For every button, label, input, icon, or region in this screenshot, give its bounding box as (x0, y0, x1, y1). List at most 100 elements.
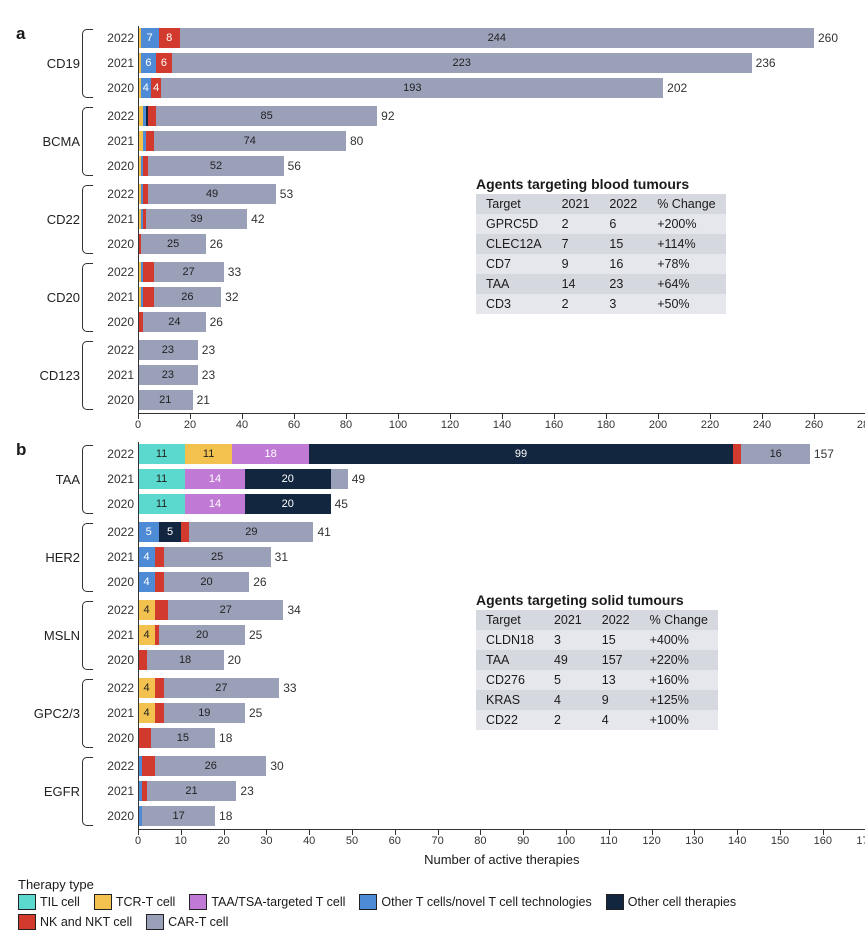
table-header-cell: 2022 (592, 610, 640, 630)
segment-CAR: 23 (138, 365, 198, 385)
segment-NK (155, 600, 168, 620)
group-label: CD123 (26, 368, 80, 383)
segment-OtherC: 5 (159, 522, 180, 542)
segment-CAR: 19 (164, 703, 245, 723)
table-cell: 4 (544, 690, 592, 710)
segment-NK (143, 262, 153, 282)
group-brace (82, 679, 93, 748)
year-label: 2020 (96, 809, 138, 823)
table-cell: 5 (544, 670, 592, 690)
group-label: MSLN (26, 628, 80, 643)
stacked-bar: 49 (138, 184, 276, 204)
table-row: CD7916+78% (476, 254, 726, 274)
x-axis-title: Number of active therapies (138, 852, 865, 867)
x-tick-label: 150 (771, 835, 789, 847)
group-label: CD22 (26, 212, 80, 227)
segment-OtherT: 4 (138, 547, 155, 567)
table-cell: CLDN18 (476, 630, 544, 650)
segment-CAR: 49 (148, 184, 275, 204)
legend-item: Other cell therapies (606, 894, 736, 910)
bar-total: 21 (193, 393, 210, 407)
segment-NK: 8 (159, 28, 180, 48)
group-label: TAA (26, 472, 80, 487)
bar-total: 23 (198, 343, 215, 357)
stacked-bar: 420 (138, 572, 249, 592)
stacked-bar: 24 (138, 312, 206, 332)
year-label: 2021 (96, 784, 138, 798)
segment-CAR: 85 (156, 106, 377, 126)
table-cell: 49 (544, 650, 592, 670)
year-label: 2020 (96, 653, 138, 667)
panel-b: bTAA202211111899161572021111420492020111… (18, 442, 847, 867)
bar-row: 20212632 (96, 285, 847, 309)
stacked-bar: 27 (138, 262, 224, 282)
table-cell: CD7 (476, 254, 552, 274)
chart-b: TAA2022111118991615720211114204920201114… (96, 442, 847, 867)
x-tick-label: 20 (217, 835, 229, 847)
table-cell: +114% (647, 234, 725, 254)
year-label: 2020 (96, 497, 138, 511)
stacked-bar: 21 (138, 781, 236, 801)
table-cell: CD22 (476, 710, 544, 730)
bar-total: 41 (313, 525, 330, 539)
x-tick-label: 70 (431, 835, 443, 847)
group-brace (82, 29, 93, 98)
x-tick-label: 20 (184, 419, 196, 431)
year-label: 2022 (96, 603, 138, 617)
bar-row: 202242733 (96, 676, 847, 700)
bar-row: 20213942 (96, 207, 847, 231)
segment-TAA: 14 (185, 469, 245, 489)
segment-OtherT: 4 (138, 572, 155, 592)
stacked-bar: 66223 (138, 53, 752, 73)
x-tick-label: 120 (441, 419, 459, 431)
panel-letter: a (16, 24, 25, 44)
x-tick-label: 100 (557, 835, 575, 847)
stacked-bar: 52 (138, 156, 284, 176)
bar-total: 236 (752, 56, 776, 70)
x-tick-label: 200 (649, 419, 667, 431)
x-axis: 0102030405060708090100110120130140150160… (138, 829, 865, 850)
segment-CAR: 27 (154, 262, 224, 282)
table-cell: 14 (552, 274, 600, 294)
table-cell: 13 (592, 670, 640, 690)
x-tick-label: 10 (175, 835, 187, 847)
bar-total: 202 (663, 81, 687, 95)
bar-row: 202242734 (96, 598, 847, 622)
segment-CAR: 39 (146, 209, 247, 229)
table-cell: 7 (552, 234, 600, 254)
table-row: CLDN18315+400% (476, 630, 718, 650)
segment-NK (138, 728, 151, 748)
bar-row: 20217480 (96, 129, 847, 153)
bar-total: 42 (247, 212, 264, 226)
segment-CAR: 27 (168, 600, 284, 620)
group-label: CD19 (26, 56, 80, 71)
segment-TCRT: 4 (138, 678, 155, 698)
bar-row: 20201820 (96, 648, 847, 672)
bar-total: 92 (377, 109, 394, 123)
segment-CAR: 25 (141, 234, 206, 254)
year-label: 2022 (96, 265, 138, 279)
year-label: 2022 (96, 343, 138, 357)
stacked-bar: 427 (138, 600, 283, 620)
year-label: 2020 (96, 81, 138, 95)
bar-total: 20 (224, 653, 241, 667)
x-tick-label: 90 (517, 835, 529, 847)
table-cell: 23 (599, 274, 647, 294)
x-axis: 020406080100120140160180200220240260280 (138, 413, 865, 434)
legend-swatch (18, 914, 36, 930)
segment-NK (155, 572, 164, 592)
bar-row: 20212323 (96, 363, 847, 387)
group-brace (82, 445, 93, 514)
stacked-bar: 1111189916 (138, 444, 810, 464)
table-cell: +50% (647, 294, 725, 314)
bar-row: 202011142045 (96, 492, 847, 516)
table-header-cell: 2021 (552, 194, 600, 214)
year-label: 2020 (96, 315, 138, 329)
group-brace (82, 601, 93, 670)
table-cell: 15 (599, 234, 647, 254)
bar-total: 25 (245, 706, 262, 720)
year-label: 2021 (96, 290, 138, 304)
x-tick-label: 120 (642, 835, 660, 847)
x-tick-label: 260 (805, 419, 823, 431)
y-axis (138, 26, 139, 413)
